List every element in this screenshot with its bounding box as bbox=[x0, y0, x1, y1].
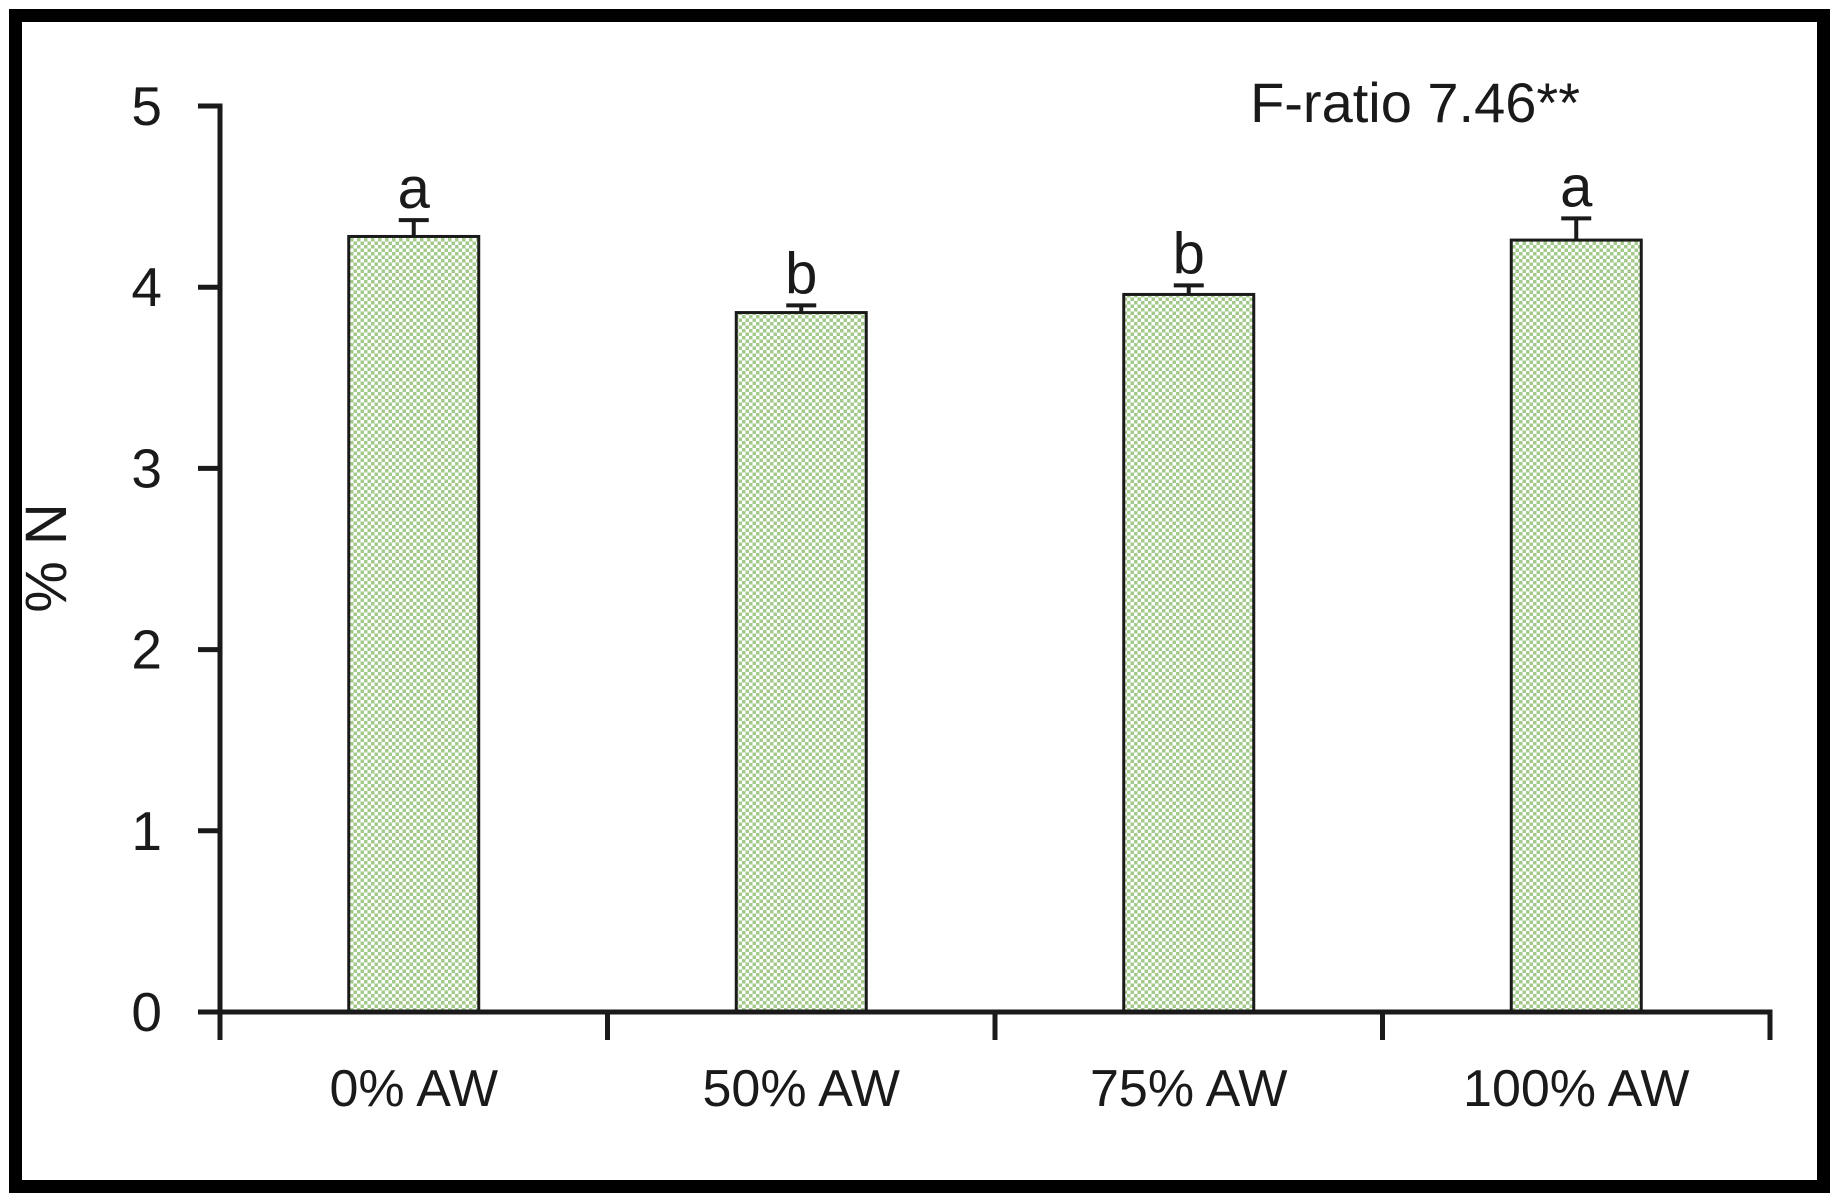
bar-1 bbox=[734, 311, 868, 1014]
sig-letter-3: a bbox=[1560, 154, 1593, 219]
bar-3 bbox=[1509, 238, 1643, 1014]
bar-0 bbox=[347, 234, 481, 1014]
x-tick-label-0: 0% AW bbox=[329, 1060, 498, 1118]
x-tick-label-2: 75% AW bbox=[1090, 1060, 1288, 1118]
sig-letter-0: a bbox=[398, 156, 431, 221]
y-tick-label-2: 2 bbox=[131, 619, 162, 681]
y-tick-label-3: 3 bbox=[131, 437, 162, 499]
sig-letter-2: b bbox=[1173, 221, 1205, 286]
y-tick-label-4: 4 bbox=[131, 256, 162, 318]
y-axis-title: % N bbox=[14, 503, 79, 613]
f-ratio-annotation: F-ratio 7.46** bbox=[1250, 71, 1580, 134]
y-tick-label-5: 5 bbox=[131, 75, 162, 137]
x-tick-label-3: 100% AW bbox=[1463, 1060, 1689, 1118]
y-tick-label-0: 0 bbox=[131, 981, 162, 1043]
bar-2 bbox=[1122, 292, 1256, 1014]
x-tick-label-1: 50% AW bbox=[703, 1060, 901, 1118]
sig-letter-1: b bbox=[785, 241, 817, 306]
y-tick-label-1: 1 bbox=[131, 800, 162, 862]
